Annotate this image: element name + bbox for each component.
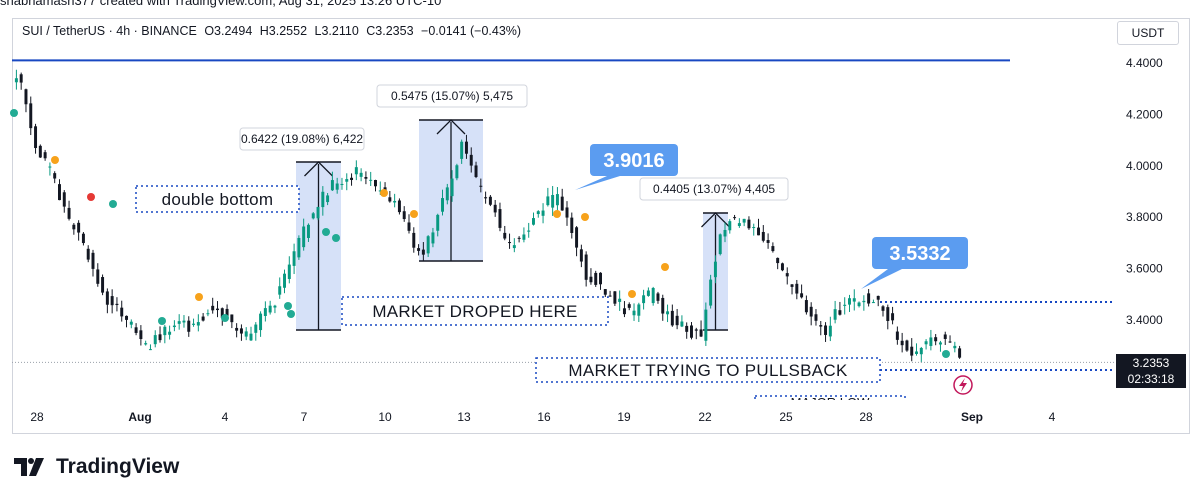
last-price-tag: 3.2353 02:33:18	[1116, 354, 1186, 388]
legend-low: L3.2110	[314, 24, 359, 38]
legend-high: H3.2552	[259, 24, 308, 38]
legend-close: C3.2353	[366, 24, 414, 38]
legend-change: −0.0141 (−0.43%)	[421, 24, 522, 38]
chart-credit-line: shabnamash377 created with TradingView.c…	[0, 0, 442, 8]
currency-label: USDT	[1131, 26, 1165, 40]
chart-pane[interactable]	[12, 18, 1190, 434]
last-price-value: 3.2353	[1132, 356, 1170, 370]
symbol-legend: SUI / TetherUS · 4h · BINANCE O3.2494 H3…	[22, 24, 525, 38]
currency-selector[interactable]: USDT	[1117, 21, 1179, 45]
brand-name: TradingView	[56, 455, 180, 478]
legend-symbol: SUI / TetherUS · 4h · BINANCE	[22, 24, 197, 38]
tradingview-logo[interactable]: TradingView	[14, 455, 179, 479]
bar-countdown: 02:33:18	[1127, 372, 1175, 386]
tradingview-logo-icon	[14, 458, 44, 476]
legend-open: O3.2494	[204, 24, 253, 38]
